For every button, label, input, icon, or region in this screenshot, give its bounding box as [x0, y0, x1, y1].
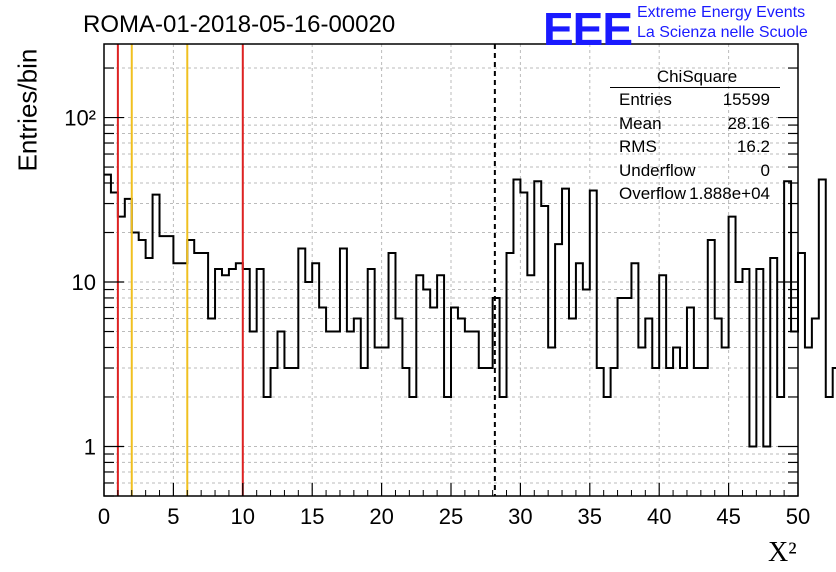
stats-key: Underflow	[619, 160, 696, 180]
x-tick-label: 30	[508, 504, 532, 529]
stats-box: ChiSquare Entries 15599 Mean 28.16 RMS 16.2…	[610, 67, 780, 208]
logo-line-1: Extreme Energy Events	[637, 4, 806, 21]
stats-value: 16.2	[736, 137, 770, 156]
x-tick-label: 15	[300, 504, 324, 529]
stats-row: RMS 16.2	[610, 137, 780, 161]
x-tick-label: 40	[647, 504, 671, 529]
x-axis-label: X²	[768, 537, 797, 568]
stats-value: 15599	[722, 90, 770, 109]
x-tick-label: 25	[439, 504, 463, 529]
axis-ticks: 0 5 10 15 20 25 30 35 40 45 50 1 10 10²	[64, 67, 810, 529]
x-tick-label: 5	[167, 504, 179, 529]
x-tick-label: 10	[231, 504, 255, 529]
stats-title: ChiSquare	[610, 67, 780, 88]
logo-line-2: La Scienza nelle Scuole	[637, 24, 808, 41]
x-tick-label: 20	[369, 504, 393, 529]
stats-value: 0	[760, 160, 770, 180]
eee-logo: EEE	[543, 3, 633, 55]
y-axis-label: Entries/bin	[12, 48, 43, 172]
stats-key: Entries	[619, 90, 672, 109]
x-tick-label: 35	[578, 504, 602, 529]
logo-caption: Extreme Energy Events La Scienza nelle S…	[637, 3, 808, 43]
marker-lines	[116, 44, 496, 496]
histogram-series	[104, 173, 836, 448]
histogram	[104, 173, 836, 448]
stats-row: Overflow 1.888e+04	[610, 184, 780, 208]
x-tick-label: 45	[716, 504, 740, 529]
x-tick-label: 0	[98, 504, 110, 529]
stats-value: 28.16	[727, 113, 770, 133]
y-tick-label: 10	[72, 270, 96, 295]
stats-row: Mean 28.16	[610, 114, 780, 138]
stats-key: RMS	[619, 137, 657, 156]
chart-title: ROMA-01-2018-05-16-00020	[83, 11, 396, 38]
stats-row: Entries 15599	[610, 90, 780, 114]
stats-key: Overflow	[619, 184, 687, 203]
y-tick-label: 10²	[64, 106, 96, 131]
y-tick-label: 1	[84, 434, 96, 459]
stats-value: 1.888e+04	[689, 184, 770, 203]
stats-row: Underflow 0	[610, 161, 780, 185]
stats-key: Mean	[619, 113, 662, 133]
x-tick-label: 50	[786, 504, 810, 529]
